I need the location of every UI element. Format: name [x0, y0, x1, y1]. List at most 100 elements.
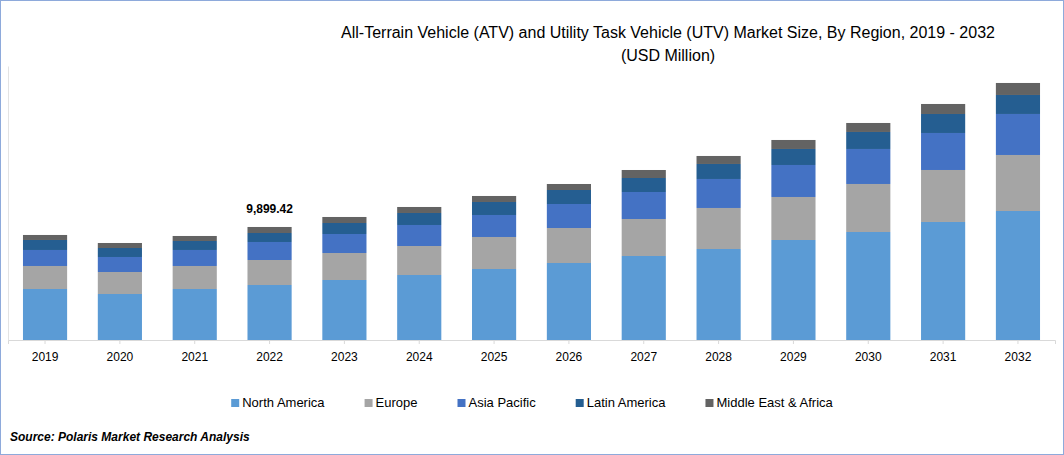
legend-swatch — [458, 399, 466, 407]
x-tick-mark — [419, 340, 420, 344]
x-axis-line — [9, 341, 1056, 345]
bar-segment — [996, 114, 1040, 155]
bar-segment — [996, 211, 1040, 340]
bar-segment — [622, 178, 666, 192]
bar-segment — [397, 213, 441, 225]
x-tick-label: 2022 — [256, 350, 283, 364]
bar-segment — [547, 204, 591, 228]
bar-segment — [547, 263, 591, 340]
bar-segment — [247, 233, 291, 242]
bar-segment — [547, 228, 591, 263]
x-tick: 2030 — [855, 340, 882, 364]
bar-segment — [921, 222, 965, 340]
bar-segment — [173, 236, 217, 241]
bar-segment — [23, 250, 67, 266]
x-tick-mark — [45, 340, 46, 344]
legend-label: Europe — [376, 395, 418, 410]
x-tick-mark — [568, 340, 569, 344]
x-tick: 2020 — [107, 340, 134, 364]
x-tick: 2028 — [705, 340, 732, 364]
bar-segment — [472, 196, 516, 202]
x-tick-label: 2027 — [630, 350, 657, 364]
bar-segment — [98, 243, 142, 248]
bar-segment — [98, 257, 142, 272]
bar-segment — [98, 294, 142, 340]
bar-segment — [472, 202, 516, 215]
bar-segment — [697, 208, 741, 249]
x-tick-label: 2021 — [181, 350, 208, 364]
bar-segment — [771, 149, 815, 165]
bar-segment — [247, 260, 291, 285]
bar-segment — [397, 275, 441, 340]
x-tick-mark — [194, 340, 195, 344]
x-tick-label: 2032 — [1005, 350, 1032, 364]
bar-segment — [322, 253, 366, 280]
legend-label: North America — [242, 395, 325, 410]
x-tick-label: 2031 — [930, 350, 957, 364]
bar-segment — [697, 179, 741, 208]
x-axis: 2019202020212022202320242025202620272028… — [9, 340, 1056, 364]
bar-segment — [247, 285, 291, 340]
bars — [23, 83, 1040, 340]
y-axis-line — [8, 67, 9, 341]
chart: All-Terrain Vehicle (ATV) and Utility Ta… — [0, 0, 1064, 455]
bar-segment — [23, 235, 67, 240]
legend-label: Latin America — [587, 395, 667, 410]
bar-segment — [771, 240, 815, 340]
x-tick-mark — [718, 340, 719, 344]
bar-segment — [996, 83, 1040, 95]
bar-segment — [846, 232, 890, 340]
legend-item: Latin America — [576, 395, 667, 410]
x-tick-mark — [643, 340, 644, 344]
x-tick-label: 2024 — [406, 350, 433, 364]
x-tick-mark — [868, 340, 869, 344]
bar-segment — [397, 207, 441, 213]
series-4 — [23, 83, 1040, 248]
x-tick-label: 2030 — [855, 350, 882, 364]
bar-segment — [173, 241, 217, 250]
bar-segment — [846, 132, 890, 149]
x-tick-label: 2023 — [331, 350, 358, 364]
x-tick: 2023 — [331, 340, 358, 364]
bar-segment — [697, 164, 741, 179]
x-tick-label: 2019 — [32, 350, 59, 364]
bar-segment — [472, 269, 516, 340]
bar-segment — [173, 266, 217, 289]
x-tick-mark — [793, 340, 794, 344]
legend-swatch — [576, 399, 584, 407]
bar-segment — [322, 234, 366, 253]
bar-segment — [622, 256, 666, 340]
x-tick: 2019 — [32, 340, 59, 364]
bar-segment — [98, 272, 142, 294]
x-tick-mark — [344, 340, 345, 344]
x-tick-mark — [119, 340, 120, 344]
x-tick-label: 2028 — [705, 350, 732, 364]
bar-segment — [921, 133, 965, 170]
x-tick-label: 2029 — [780, 350, 807, 364]
frame — [1, 1, 1064, 455]
annotation: 9,899.42 — [246, 202, 293, 216]
x-tick-label: 2020 — [107, 350, 134, 364]
bar-segment — [996, 95, 1040, 114]
bar-segment — [622, 192, 666, 219]
x-tick: 2032 — [1005, 340, 1032, 364]
bar-segment — [697, 156, 741, 164]
x-tick-mark — [943, 340, 944, 344]
x-tick: 2029 — [780, 340, 807, 364]
bar-segment — [547, 184, 591, 190]
bar-segment — [622, 219, 666, 256]
bar-segment — [921, 104, 965, 114]
bar-segment — [322, 217, 366, 223]
bar-segment — [98, 248, 142, 257]
title: All-Terrain Vehicle (ATV) and Utility Ta… — [341, 24, 995, 41]
bar-segment — [996, 155, 1040, 211]
x-tick: 2026 — [556, 340, 583, 364]
legend-swatch — [231, 399, 239, 407]
bar-segment — [547, 190, 591, 204]
bar-segment — [173, 250, 217, 266]
subtitle: (USD Million) — [621, 47, 715, 64]
y-axis — [8, 67, 10, 341]
bar-segment — [472, 215, 516, 237]
bar-segment — [247, 227, 291, 233]
x-tick-mark — [1017, 340, 1018, 344]
